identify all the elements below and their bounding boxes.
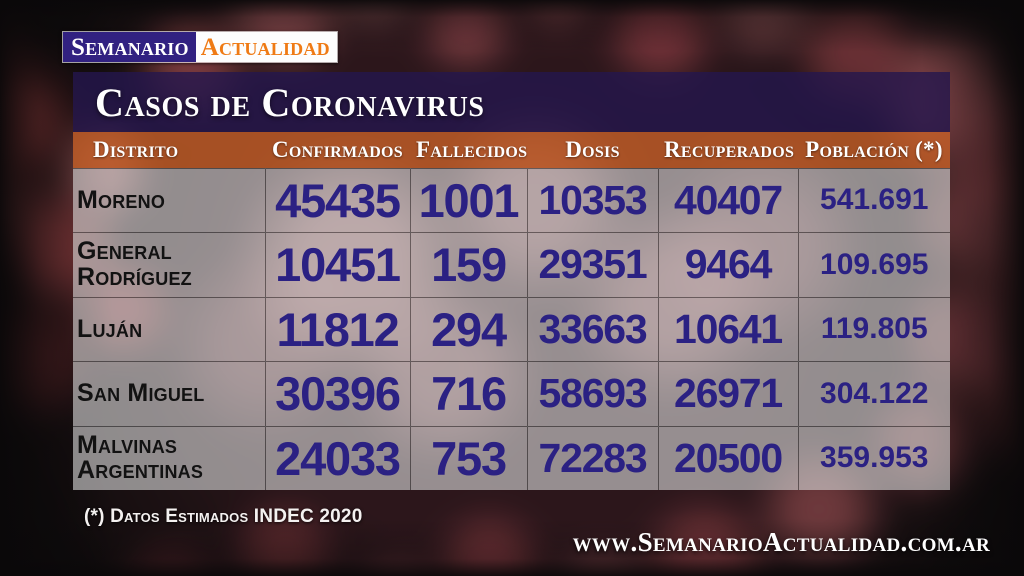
brand-logo-semanario-text: Semanario	[71, 33, 189, 61]
district-name-line1: Moreno	[77, 185, 166, 214]
column-header-recuperados: Recuperados	[658, 132, 798, 168]
title-band: Casos de Coronavirus	[73, 72, 950, 132]
cell-recuperados: 20500	[657, 425, 799, 490]
cell-recuperados: 40407	[657, 167, 799, 233]
cell-fallecidos: 1001	[409, 167, 528, 233]
cell-poblacion: 109.695	[797, 232, 950, 298]
brand-logo-actualidad: Actualidad	[195, 32, 337, 62]
cell-district: Malvinas Argentinas	[73, 425, 266, 490]
cell-poblacion: 359.953	[797, 425, 950, 490]
table-row: Malvinas Argentinas 24033 753 72283 2050…	[73, 425, 950, 490]
district-name-line1: Malvinas	[77, 430, 178, 459]
covid-table: Distrito Confirmados Fallecidos Dosis Re…	[73, 132, 950, 490]
cell-poblacion: 119.805	[797, 296, 950, 362]
column-header-fallecidos: Fallecidos	[410, 132, 527, 168]
cell-dosis: 29351	[526, 232, 659, 298]
cell-fallecidos: 716	[409, 361, 528, 427]
brand-logo-actualidad-text: Actualidad	[200, 33, 330, 61]
district-name-line1: San Miguel	[77, 379, 205, 407]
table-header: Distrito Confirmados Fallecidos Dosis Re…	[73, 132, 950, 168]
district-name-line2: Rodríguez	[77, 262, 192, 291]
table-row: San Miguel 30396 716 58693 26971 304.122	[73, 361, 950, 427]
cell-district: Luján	[73, 296, 266, 362]
cell-confirmados: 11812	[264, 296, 411, 362]
cell-dosis: 10353	[526, 167, 659, 233]
table-row: Luján 11812 294 33663 10641 119.805	[73, 296, 950, 362]
district-name-line1: Luján	[77, 314, 143, 343]
cell-confirmados: 10451	[264, 232, 411, 298]
footnote: (*) Datos Estimados INDEC 2020	[84, 506, 363, 527]
cell-recuperados: 9464	[657, 232, 799, 298]
cell-dosis: 58693	[526, 361, 659, 427]
cell-recuperados: 10641	[657, 296, 799, 362]
cell-recuperados: 26971	[657, 361, 799, 427]
brand-logo-semanario: Semanario	[63, 32, 196, 62]
cell-dosis: 33663	[526, 296, 659, 362]
cell-confirmados: 30396	[264, 361, 411, 427]
cell-fallecidos: 294	[409, 296, 528, 362]
brand-logo: Semanario Actualidad	[62, 31, 338, 63]
cell-confirmados: 24033	[264, 425, 411, 490]
website-url: www.SemanarioActualidad.com.ar	[572, 527, 990, 557]
table-row: General Rodríguez 10451 159 29351 9464 1…	[73, 232, 950, 298]
column-header-poblacion: Población (*)	[798, 132, 950, 168]
district-name-line2: Argentinas	[77, 456, 204, 485]
cell-fallecidos: 753	[409, 425, 528, 490]
covid-table-container: Distrito Confirmados Fallecidos Dosis Re…	[73, 132, 950, 490]
page-title: Casos de Coronavirus	[95, 79, 485, 125]
cell-dosis: 72283	[526, 425, 659, 490]
cell-district: San Miguel	[73, 361, 266, 427]
cell-confirmados: 45435	[264, 167, 411, 233]
district-name-line1: General	[77, 237, 172, 266]
cell-fallecidos: 159	[409, 232, 528, 298]
table-body: Moreno 45435 1001 10353 40407 541.691 Ge…	[73, 167, 950, 490]
column-header-distrito: Distrito	[73, 132, 265, 168]
column-header-confirmados: Confirmados	[265, 132, 410, 168]
table-row: Moreno 45435 1001 10353 40407 541.691	[73, 167, 950, 233]
cell-poblacion: 541.691	[797, 167, 950, 233]
cell-district: Moreno	[73, 167, 266, 233]
column-header-dosis: Dosis	[527, 132, 658, 168]
table-header-row: Distrito Confirmados Fallecidos Dosis Re…	[73, 132, 950, 168]
cell-poblacion: 304.122	[797, 361, 950, 427]
cell-district: General Rodríguez	[73, 232, 266, 298]
